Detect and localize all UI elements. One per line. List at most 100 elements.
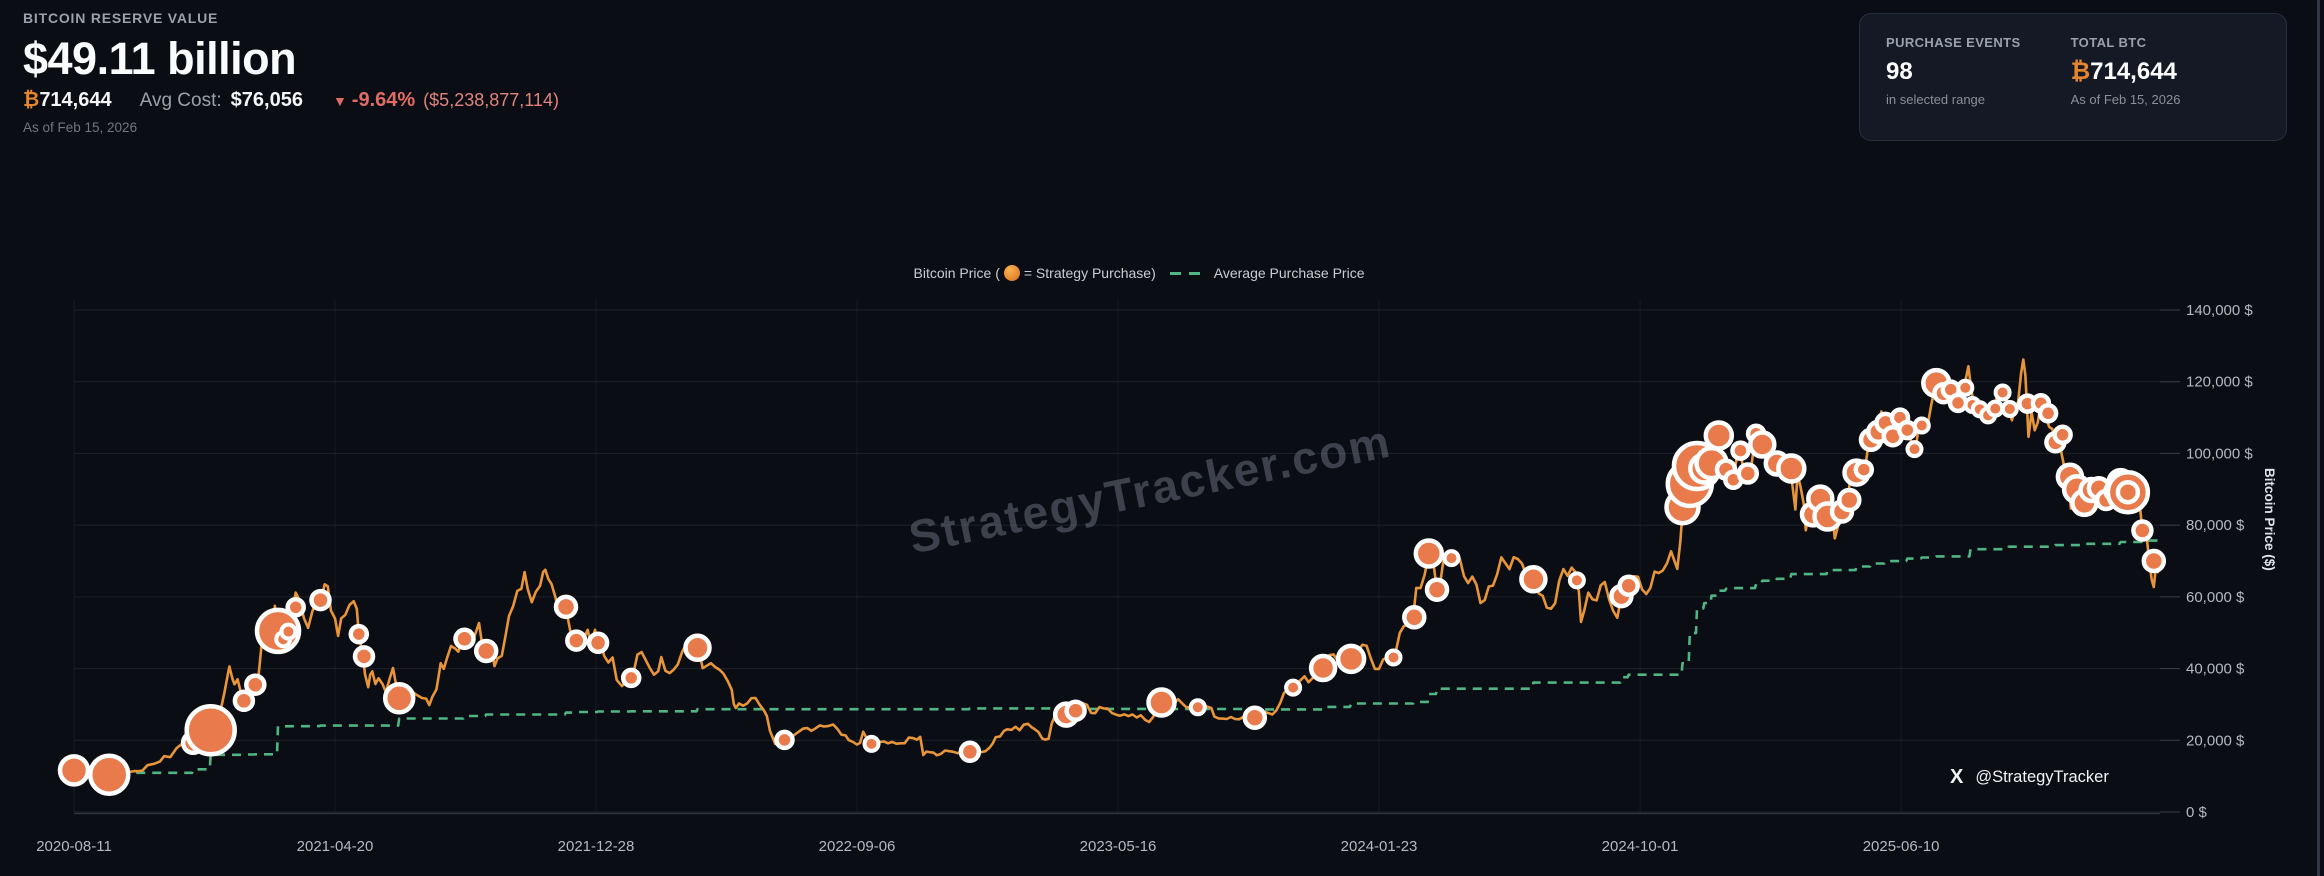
total-btc-stat: TOTAL BTC ₿714,644 As of Feb 15, 2026 <box>2071 35 2181 140</box>
header: BITCOIN RESERVE VALUE $49.11 billion <box>23 10 297 85</box>
purchase-event-marker[interactable] <box>244 673 267 696</box>
bitcoin-symbol: ₿ <box>23 89 40 111</box>
purchase-event-marker[interactable] <box>586 631 610 655</box>
purchase-events-sub: in selected range <box>1886 92 1986 107</box>
price-legend-item: Bitcoin Price ( = Strategy Purchase) <box>914 265 1156 281</box>
total-btc-number: 714,644 <box>2090 58 2177 85</box>
purchase-event-marker[interactable] <box>1188 698 1207 717</box>
x-handle: @StrategyTracker <box>1975 768 2109 786</box>
purchase-event-marker[interactable] <box>1837 487 1862 513</box>
purchase-event-marker[interactable] <box>620 667 642 689</box>
purchase-event-marker[interactable] <box>348 623 370 645</box>
purchase-event-marker[interactable] <box>2000 400 2019 418</box>
x-twitter-icon: X <box>1950 766 1964 788</box>
svg-text:2020-08-11: 2020-08-11 <box>36 838 112 855</box>
svg-text:100,000 $: 100,000 $ <box>2186 445 2253 462</box>
as-of-date: As of Feb 15, 2026 <box>23 120 138 135</box>
purchase-event-marker[interactable] <box>1986 399 2005 418</box>
purchase-event-marker[interactable] <box>1308 653 1338 683</box>
svg-text:120,000 $: 120,000 $ <box>2186 374 2253 391</box>
price-line-swatch <box>870 272 900 275</box>
down-arrow-icon: ▼ <box>332 93 347 109</box>
purchase-event-marker[interactable] <box>1776 453 1807 484</box>
purchase-event-marker[interactable] <box>453 627 476 651</box>
purchase-event-marker[interactable] <box>774 729 795 751</box>
svg-text:140,000 $: 140,000 $ <box>2186 302 2253 319</box>
purchase-event-marker[interactable] <box>1617 574 1640 597</box>
purchase-event-marker[interactable] <box>1736 462 1760 485</box>
purchase-event-marker[interactable] <box>1284 678 1303 697</box>
purchase-event-marker[interactable] <box>1905 440 1924 459</box>
purchase-event-marker[interactable] <box>232 689 256 713</box>
purchase-event-marker[interactable] <box>1567 571 1586 590</box>
avg-legend-label: Average Purchase Price <box>1213 265 1365 281</box>
purchase-event-marker[interactable] <box>352 645 376 668</box>
purchase-event-marker[interactable] <box>958 740 982 764</box>
purchase-event-marker[interactable] <box>1402 605 1427 630</box>
purchase-event-marker[interactable] <box>1748 430 1777 459</box>
purchase-event-marker[interactable] <box>1912 416 1931 435</box>
purchase-event-marker[interactable] <box>2131 519 2154 542</box>
purchase-dot-icon <box>1003 265 1020 281</box>
purchase-event-marker[interactable] <box>1424 577 1450 602</box>
purchase-event-marker[interactable] <box>473 638 499 664</box>
change-percent: -9.64% <box>351 89 416 111</box>
purchase-event-marker[interactable] <box>1413 538 1445 569</box>
total-btc-sub: As of Feb 15, 2026 <box>2070 92 2181 107</box>
change-absolute: ($5,238,877,114) <box>423 90 559 110</box>
btc-holdings-value: 714,644 <box>39 89 112 111</box>
purchase-event-marker[interactable] <box>1993 383 2012 402</box>
purchase-event-marker[interactable] <box>1956 378 1975 397</box>
purchase-event-marker[interactable] <box>382 682 416 715</box>
svg-text:2024-10-01: 2024-10-01 <box>1602 838 1679 855</box>
purchase-event-marker[interactable] <box>1519 565 1548 594</box>
page-title: BITCOIN RESERVE VALUE <box>23 10 219 26</box>
svg-text:2022-09-06: 2022-09-06 <box>819 838 896 855</box>
purchase-event-marker[interactable] <box>1703 420 1735 451</box>
purchase-event-marker[interactable] <box>1442 549 1461 568</box>
svg-text:0 $: 0 $ <box>2186 804 2208 821</box>
svg-text:20,000 $: 20,000 $ <box>2186 732 2245 749</box>
purchase-event-marker[interactable] <box>87 753 131 796</box>
svg-text:2021-04-20: 2021-04-20 <box>297 838 374 855</box>
purchase-events-value: 98 <box>1886 58 1913 85</box>
scrollbar-track[interactable] <box>2317 0 2320 876</box>
svg-text:2024-01-23: 2024-01-23 <box>1341 838 1418 855</box>
purchase-event-marker[interactable] <box>1064 699 1087 722</box>
purchase-event-marker[interactable] <box>1242 705 1268 730</box>
purchase-event-marker[interactable] <box>862 734 881 753</box>
price-legend-post: = Strategy Purchase) <box>1023 265 1156 281</box>
reserve-value: $49.11 billion <box>23 33 297 84</box>
purchase-event-marker[interactable] <box>553 594 579 620</box>
svg-text:2025-06-10: 2025-06-10 <box>1863 838 1940 855</box>
purchase-event-marker[interactable] <box>1335 643 1367 675</box>
summary-card: PURCHASE EVENTS 98 in selected range TOT… <box>1859 13 2287 141</box>
purchase-event-marker[interactable] <box>1853 459 1875 480</box>
purchase-event-marker[interactable] <box>2037 403 2059 424</box>
purchase-event-marker[interactable] <box>279 622 298 641</box>
svg-text:2021-12-28: 2021-12-28 <box>558 838 635 855</box>
total-btc-label: TOTAL BTC <box>2070 35 2147 50</box>
y-axis-title: Bitcoin Price ($) <box>2262 468 2277 571</box>
svg-text:60,000 $: 60,000 $ <box>2186 589 2245 606</box>
price-legend-pre: Bitcoin Price ( <box>913 265 1000 281</box>
purchase-event-marker[interactable] <box>1146 687 1177 718</box>
purchase-event-marker[interactable] <box>57 754 91 787</box>
purchase-event-marker[interactable] <box>683 633 712 663</box>
header-stats-row: ₿ 714,644 Avg Cost: $76,056 ▼ -9.64% ($5… <box>23 89 559 112</box>
svg-text:80,000 $: 80,000 $ <box>2186 517 2245 534</box>
purchase-events-stat: PURCHASE EVENTS 98 in selected range <box>1886 35 2021 140</box>
purchase-event-marker[interactable] <box>285 597 306 618</box>
purchase-event-marker[interactable] <box>1730 440 1751 461</box>
purchase-event-marker[interactable] <box>1947 392 1969 414</box>
purchase-events-label: PURCHASE EVENTS <box>1886 35 2021 50</box>
avg-line-swatch <box>1169 271 1200 275</box>
purchase-event-marker[interactable] <box>565 629 588 652</box>
purchase-event-marker[interactable] <box>2115 479 2141 505</box>
purchase-event-marker[interactable] <box>184 703 237 757</box>
purchase-event-marker[interactable] <box>2052 424 2073 446</box>
purchase-event-marker[interactable] <box>1384 648 1403 667</box>
purchase-event-marker[interactable] <box>309 588 332 612</box>
purchase-event-marker[interactable] <box>2141 548 2167 574</box>
